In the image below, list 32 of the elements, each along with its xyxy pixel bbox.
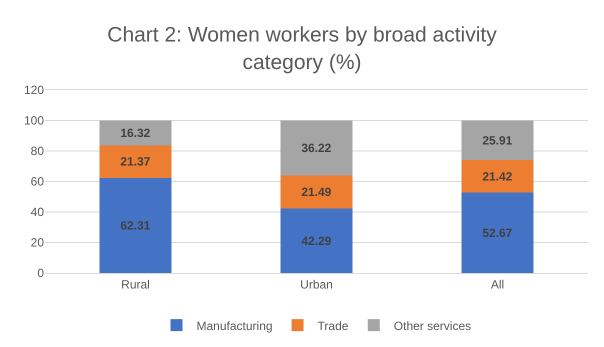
legend-label: Trade [318,318,349,333]
data-label: 52.67 [482,226,513,240]
bar [461,160,534,193]
bar [99,178,172,273]
y-tick-label: 100 [24,114,44,128]
x-tick-label: Urban [300,277,333,292]
x-tick-label: All [490,277,504,292]
data-label: 21.37 [120,154,151,169]
y-tick-label: 120 [24,83,44,98]
bar [280,208,353,273]
y-tick-label: 80 [30,144,44,158]
data-label: 42.29 [301,234,332,248]
y-tick-label: 0 [37,266,44,280]
legend-label: Other services [394,318,472,333]
bar [461,120,534,160]
y-tick-label: 60 [30,174,44,189]
data-label: 62.31 [120,218,151,232]
bar [280,120,353,176]
bar [99,145,172,178]
bar [280,176,353,209]
legend-label: Manufacturing [196,318,273,333]
y-tick-label: 40 [30,205,44,220]
data-label: 25.91 [482,133,513,148]
data-label: 16.32 [120,126,151,140]
chart-title: Chart 2: Women workers by broad activity category (%) [107,24,498,74]
data-label: 21.49 [301,185,332,200]
x-tick-label: Rural [121,277,150,292]
bar [99,120,172,146]
y-tick-label: 20 [30,236,44,250]
bar [461,192,534,273]
data-label: 36.22 [301,141,332,156]
data-label: 21.42 [482,169,513,184]
